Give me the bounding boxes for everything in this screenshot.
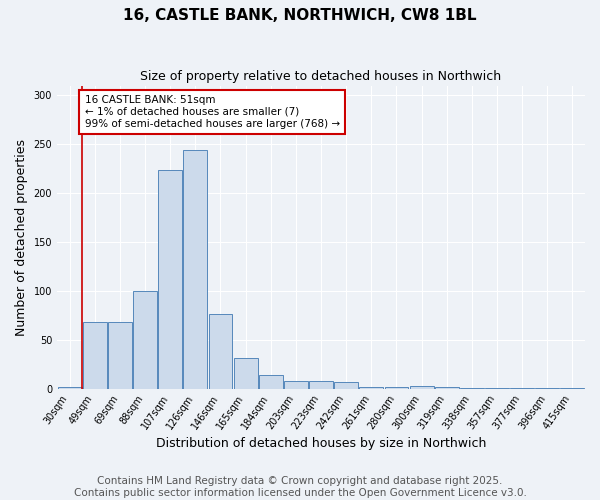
Y-axis label: Number of detached properties: Number of detached properties <box>15 138 28 336</box>
Bar <box>284 381 308 388</box>
Bar <box>184 150 207 388</box>
Bar <box>108 322 132 388</box>
Bar <box>334 382 358 388</box>
Bar <box>259 375 283 388</box>
Bar <box>309 381 333 388</box>
Bar <box>435 386 458 388</box>
Title: Size of property relative to detached houses in Northwich: Size of property relative to detached ho… <box>140 70 502 83</box>
Bar <box>209 314 232 388</box>
Bar <box>83 322 107 388</box>
Bar <box>385 386 409 388</box>
Bar <box>359 386 383 388</box>
Bar <box>158 170 182 388</box>
Bar <box>58 386 82 388</box>
Text: 16 CASTLE BANK: 51sqm
← 1% of detached houses are smaller (7)
99% of semi-detach: 16 CASTLE BANK: 51sqm ← 1% of detached h… <box>85 96 340 128</box>
X-axis label: Distribution of detached houses by size in Northwich: Distribution of detached houses by size … <box>156 437 486 450</box>
Text: 16, CASTLE BANK, NORTHWICH, CW8 1BL: 16, CASTLE BANK, NORTHWICH, CW8 1BL <box>123 8 477 22</box>
Bar <box>233 358 257 388</box>
Text: Contains HM Land Registry data © Crown copyright and database right 2025.
Contai: Contains HM Land Registry data © Crown c… <box>74 476 526 498</box>
Bar <box>410 386 434 388</box>
Bar <box>133 291 157 388</box>
